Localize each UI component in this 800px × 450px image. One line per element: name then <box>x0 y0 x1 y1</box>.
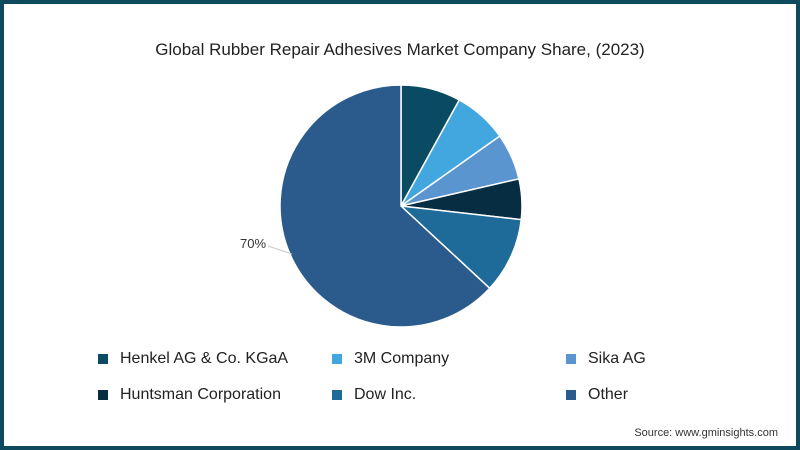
chart-title: Global Rubber Repair Adhesives Market Co… <box>155 40 645 59</box>
legend-item-dow: Dow Inc. <box>332 386 416 404</box>
legend-label: Dow Inc. <box>354 386 417 403</box>
other-leader-line <box>267 245 293 255</box>
legend-item-henkel: Henkel AG & Co. KGaA <box>98 350 288 368</box>
legend-label: 3M Company <box>354 350 450 367</box>
legend-swatch-icon <box>332 354 342 364</box>
legend-label: Other <box>588 386 629 403</box>
legend-swatch-icon <box>332 390 342 400</box>
pie-slice-dow-inc- <box>398 204 523 290</box>
legend-swatch-icon <box>98 390 108 400</box>
legend-item-huntsman: Huntsman Corporation <box>98 386 281 404</box>
source-note: Source: www.gminsights.com <box>634 427 778 439</box>
legend-swatch-icon <box>566 390 576 400</box>
legend-item-sika: Sika AG <box>566 350 646 368</box>
legend-swatch-icon <box>566 354 576 364</box>
legend-item-3m: 3M Company <box>332 350 449 368</box>
other-percent-label: 70% <box>240 236 267 251</box>
pie-slice-other <box>279 84 491 328</box>
legend-label: Huntsman Corporation <box>120 386 281 403</box>
legend-label: Henkel AG & Co. KGaA <box>120 350 289 367</box>
legend-item-other: Other <box>566 386 628 404</box>
legend-label: Sika AG <box>588 350 646 367</box>
legend-swatch-icon <box>98 354 108 364</box>
